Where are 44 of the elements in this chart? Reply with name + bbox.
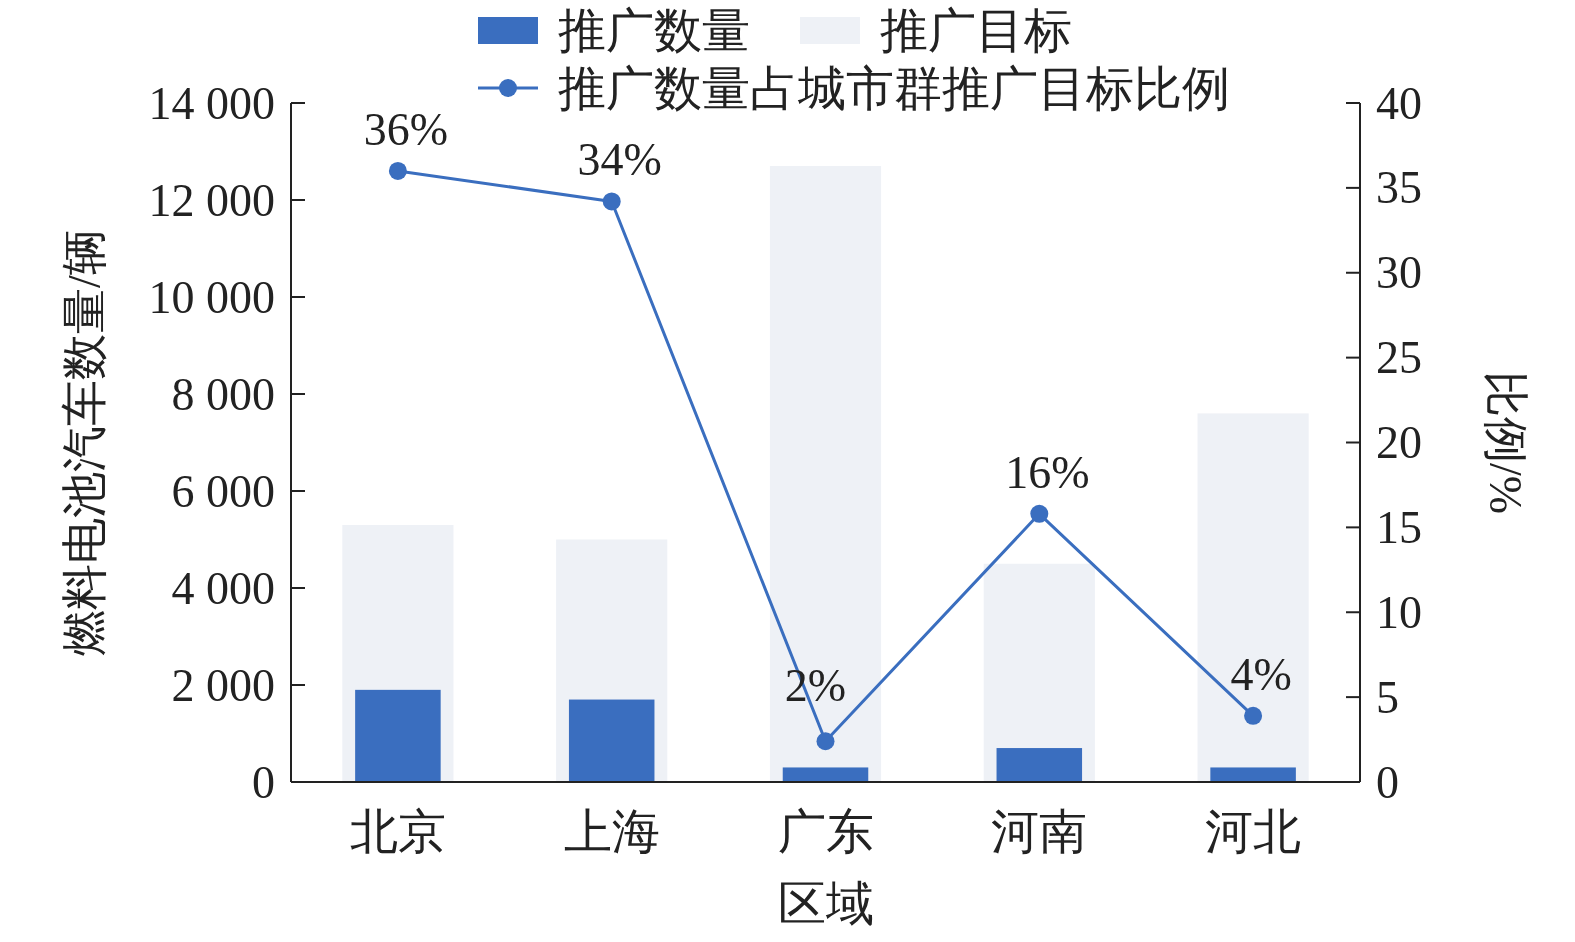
x-tick-label: 河南 [991, 805, 1088, 858]
y2-tick-label: 20 [1376, 417, 1422, 468]
y-axis-title: 燃料电池汽车数量/辆 [59, 229, 110, 656]
legend-label: 推广目标 [880, 3, 1072, 57]
y-tick-label: 10 000 [148, 271, 275, 323]
bar [996, 748, 1083, 782]
bar [355, 689, 441, 782]
y2-axis-title: 比例/% [1480, 370, 1531, 515]
bar [1210, 767, 1296, 782]
bar [782, 767, 869, 782]
bar [769, 166, 882, 782]
point [816, 732, 835, 751]
y-tick-label: 0 [252, 756, 275, 808]
point [1244, 706, 1263, 725]
y-tick-label: 4 000 [171, 562, 275, 614]
x-tick-label: 广东 [777, 805, 874, 858]
data-label: 36% [363, 103, 449, 155]
point [388, 161, 407, 180]
x-tick-label: 北京 [349, 805, 446, 858]
data-label: 16% [1005, 446, 1090, 498]
y2-tick-label: 15 [1376, 501, 1422, 553]
y2-tick-label: 10 [1376, 586, 1422, 638]
y2-tick-label: 25 [1376, 332, 1422, 384]
bar [568, 699, 655, 782]
data-label: 4% [1230, 648, 1292, 700]
y-tick-label: 12 000 [148, 174, 275, 226]
y2-tick-label: 0 [1376, 756, 1399, 808]
data-label: 34% [577, 134, 662, 186]
y-tick-label: 8 000 [171, 368, 275, 420]
x-tick-label: 河北 [1205, 805, 1302, 858]
y-tick-label: 14 000 [148, 77, 275, 129]
y-tick-label: 6 000 [171, 465, 275, 517]
x-axis-title: 区域 [777, 877, 874, 930]
point [602, 192, 621, 211]
y2-tick-label: 35 [1376, 162, 1422, 214]
y2-tick-label: 5 [1376, 671, 1399, 723]
y2-tick-label: 40 [1376, 77, 1422, 129]
x-tick-label: 上海 [563, 805, 660, 858]
y2-tick-label: 30 [1376, 247, 1422, 299]
y-tick-label: 2 000 [171, 659, 275, 711]
legend-label: 推广数量 [558, 3, 750, 57]
bar [1197, 413, 1309, 782]
point [1030, 504, 1049, 523]
legend-label: 推广数量占城市群推广目标比例 [558, 61, 1230, 115]
